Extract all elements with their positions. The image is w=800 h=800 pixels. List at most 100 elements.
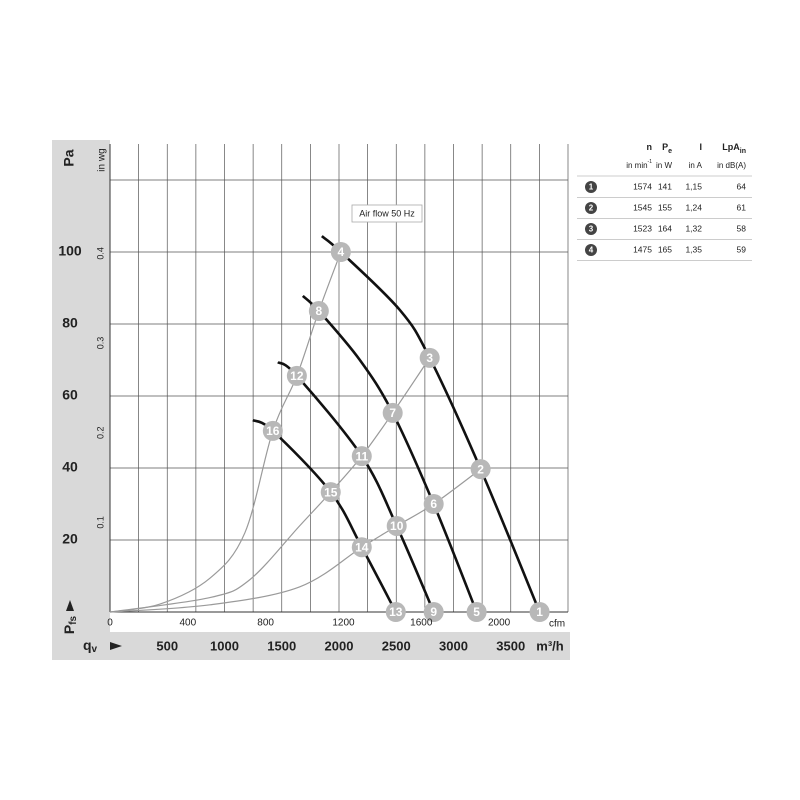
operating-curve bbox=[277, 361, 435, 613]
table-cell: 164 bbox=[658, 223, 672, 233]
x-tick-label: 2500 bbox=[382, 638, 411, 653]
bottom-band bbox=[52, 632, 570, 660]
text-sup: -1 bbox=[648, 159, 653, 165]
row-marker-bg bbox=[585, 181, 597, 193]
point-label: 16 bbox=[266, 424, 280, 438]
y-arrow bbox=[66, 600, 74, 611]
y-tick-label: 40 bbox=[62, 459, 78, 475]
curves bbox=[109, 235, 541, 613]
y-tick-label: 100 bbox=[58, 243, 82, 259]
x-symbol: qv bbox=[83, 637, 98, 655]
row-marker-bg bbox=[585, 223, 597, 235]
table-header: Pe bbox=[662, 142, 672, 154]
point-marker bbox=[330, 242, 351, 262]
x-symbol-sub: v bbox=[92, 644, 98, 655]
x-tick-label: 2000 bbox=[325, 638, 354, 653]
table-header: in A bbox=[689, 161, 703, 170]
y-symbol-main: P bbox=[61, 625, 77, 634]
text-main: in A bbox=[689, 161, 703, 170]
table-bg bbox=[575, 140, 752, 262]
y-symbol: Pfs bbox=[61, 615, 79, 634]
point-label: 1 bbox=[536, 605, 543, 619]
point-marker bbox=[308, 301, 329, 322]
table-cell: 1475 bbox=[633, 244, 652, 254]
table-cell: 1574 bbox=[633, 181, 652, 191]
table-cell: 1,35 bbox=[685, 244, 702, 254]
row-marker: 1 bbox=[589, 183, 594, 192]
point-label: 9 bbox=[430, 605, 437, 619]
table-cell: 1545 bbox=[633, 202, 652, 212]
x2-tick-label: 800 bbox=[257, 618, 274, 629]
operating-curve bbox=[252, 418, 397, 613]
point-marker bbox=[423, 494, 444, 514]
text-main: I bbox=[699, 142, 702, 152]
y2-tick-label: 0.1 bbox=[95, 516, 105, 529]
annotation-box bbox=[351, 204, 423, 223]
x2-tick-label: 2000 bbox=[488, 618, 511, 629]
point-label: 5 bbox=[473, 605, 480, 619]
y-tick-label: 80 bbox=[62, 315, 78, 331]
table-cell: 141 bbox=[658, 181, 672, 191]
table-cell: 1,24 bbox=[685, 202, 702, 212]
x-label: m³/h bbox=[536, 638, 564, 653]
point-label: 11 bbox=[355, 449, 368, 463]
row-marker: 2 bbox=[589, 204, 594, 213]
y-symbol-sub: fs bbox=[68, 615, 79, 624]
operating-curve bbox=[301, 294, 478, 613]
y2-label: in wg bbox=[97, 148, 108, 171]
y-tick-label: 20 bbox=[62, 531, 78, 547]
table-header: in min-1 bbox=[626, 159, 652, 170]
x2-tick-label: 0 bbox=[107, 618, 113, 629]
y-label: Pa bbox=[61, 149, 77, 166]
point-marker bbox=[466, 602, 487, 622]
left-band bbox=[52, 140, 110, 660]
text-main: P bbox=[662, 142, 668, 152]
table-header: I bbox=[699, 142, 702, 152]
point-label: 7 bbox=[389, 406, 396, 420]
point-marker bbox=[470, 459, 491, 480]
text-main: in W bbox=[656, 161, 672, 170]
row-marker: 4 bbox=[589, 246, 594, 255]
x2-tick-label: 1200 bbox=[332, 618, 355, 629]
point-marker bbox=[286, 365, 307, 386]
table-cell: 58 bbox=[737, 223, 747, 233]
system-curve bbox=[109, 251, 342, 613]
point-label: 10 bbox=[390, 519, 404, 533]
x2-tick-label: 1600 bbox=[410, 618, 433, 629]
point-marker bbox=[320, 482, 341, 503]
x-symbol-main: q bbox=[83, 637, 92, 653]
text-main: in dB(A) bbox=[717, 161, 746, 170]
y-tick-label: 60 bbox=[62, 387, 78, 403]
point-label: 6 bbox=[430, 497, 437, 511]
x-tick-label: 3500 bbox=[496, 638, 525, 653]
point-label: 13 bbox=[389, 605, 403, 619]
text-main: LpA bbox=[722, 142, 740, 152]
text-main: in min bbox=[626, 161, 647, 170]
point-marker bbox=[382, 402, 403, 423]
point-marker bbox=[529, 602, 550, 622]
text-main: n bbox=[647, 142, 653, 152]
y2-tick-label: 0.3 bbox=[95, 337, 105, 350]
point-marker bbox=[386, 515, 407, 536]
point-label: 3 bbox=[426, 351, 433, 365]
table-header: in W bbox=[656, 161, 672, 170]
x-tick-label: 1500 bbox=[267, 638, 296, 653]
point-label: 8 bbox=[316, 304, 323, 318]
row-marker-bg bbox=[585, 244, 597, 256]
table-cell: 1523 bbox=[633, 223, 652, 233]
axes: Pa in wg cfm m³/h Pfs qv Air flow 50 Hz … bbox=[58, 148, 565, 654]
table-cell: 165 bbox=[658, 244, 672, 254]
table-cell: 59 bbox=[737, 244, 747, 254]
row-marker-bg bbox=[585, 202, 597, 214]
table-cell: 61 bbox=[737, 202, 747, 212]
grid bbox=[109, 144, 569, 613]
x-tick-label: 500 bbox=[156, 638, 178, 653]
annotation: Air flow 50 Hz bbox=[359, 208, 415, 218]
x2-tick-label: 400 bbox=[179, 618, 196, 629]
point-label: 14 bbox=[355, 540, 369, 554]
table-cell: 1,32 bbox=[685, 223, 702, 233]
table-cell: 64 bbox=[737, 181, 747, 191]
